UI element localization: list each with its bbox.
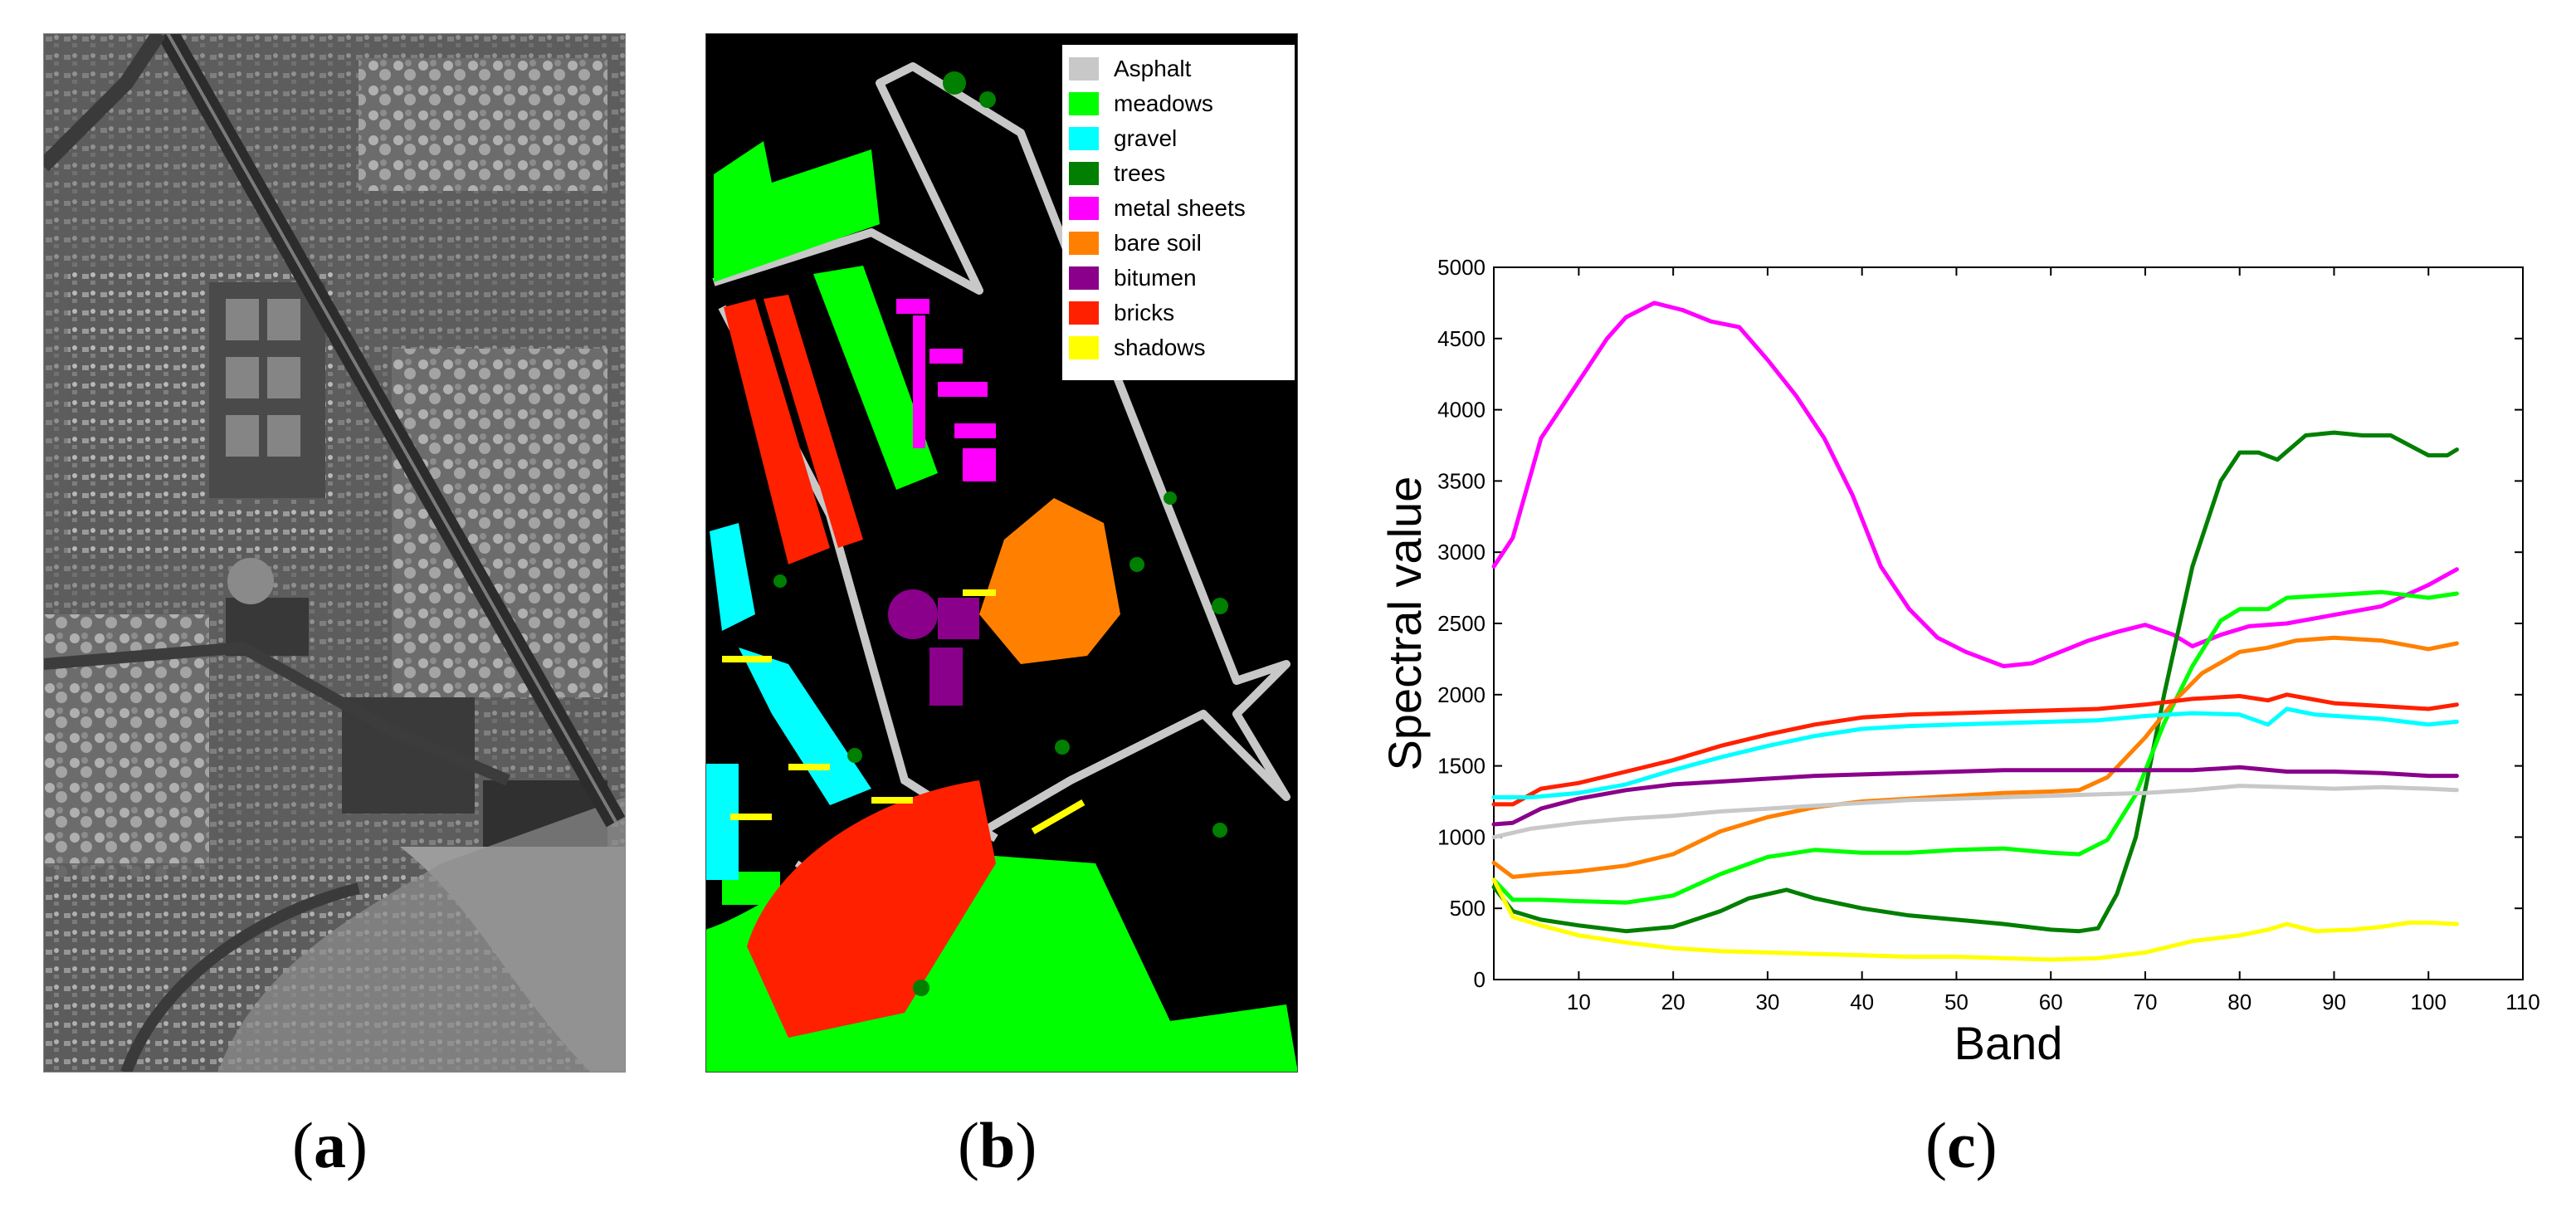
legend-item: shadows — [1069, 334, 1206, 362]
y-tick-label: 1000 — [1437, 824, 1486, 849]
series-line-bare-soil — [1491, 635, 2459, 879]
legend-label: bare soil — [1114, 230, 1202, 256]
class-legend: Asphalt meadows gravel trees metal sheets bar… — [1062, 45, 1295, 380]
y-tick-label: 2000 — [1437, 682, 1486, 707]
series-line-metal-sheets — [1491, 301, 2459, 668]
caption-b: (b) — [958, 1109, 1037, 1181]
caption-c: (c) — [1925, 1109, 1998, 1181]
legend-label: bitumen — [1114, 265, 1197, 291]
legend-label: bricks — [1114, 300, 1175, 325]
legend-item: metal sheets — [1069, 194, 1246, 222]
x-tick-label: 10 — [1567, 990, 1591, 1014]
spectral-line-chart: 10 20 30 40 50 60 70 80 90 100 110 0 500 1000 1500 2000… — [1378, 255, 2540, 1069]
y-tick-label: 0 — [1474, 967, 1486, 992]
aerial-grayscale-image — [37, 27, 627, 1075]
legend-label: meadows — [1114, 90, 1213, 116]
spectral-chart-panel: 10 20 30 40 50 60 70 80 90 100 110 0 500 1000 1500 2000… — [1369, 241, 2548, 1079]
y-tick-label: 4500 — [1437, 326, 1486, 351]
legend-swatch — [1069, 197, 1099, 220]
y-tick-label: 4000 — [1437, 398, 1486, 423]
series-line-meadows — [1491, 589, 2459, 905]
x-tick-label: 100 — [2411, 990, 2447, 1014]
x-tick-label: 50 — [1944, 990, 1969, 1014]
series-line-trees — [1491, 430, 2459, 934]
legend-swatch — [1069, 92, 1099, 115]
plot-area — [1493, 266, 2524, 980]
legend-swatch — [1069, 301, 1099, 325]
y-tick-label: 3500 — [1437, 468, 1486, 493]
series-line-asphalt — [1491, 784, 2459, 839]
legend-item: gravel — [1069, 125, 1177, 153]
y-axis-label: Spectral value — [1378, 476, 1431, 771]
class-map-panel: Asphalt meadows gravel trees metal sheets bar… — [705, 32, 1299, 1073]
y-tick-label: 3000 — [1437, 540, 1486, 564]
legend-label: gravel — [1114, 125, 1178, 151]
x-tick-label: 110 — [2505, 990, 2539, 1014]
caption-a: (a) — [292, 1109, 368, 1181]
x-tick-label: 60 — [2039, 990, 2063, 1014]
y-tick-label: 500 — [1450, 896, 1486, 921]
x-tick-label: 20 — [1661, 990, 1686, 1014]
legend-label: Asphalt — [1114, 56, 1192, 81]
y-tick-label: 1500 — [1437, 754, 1486, 779]
x-tick-label: 70 — [2133, 990, 2157, 1014]
legend-swatch — [1069, 266, 1099, 290]
series-line-gravel — [1491, 706, 2459, 799]
legend-swatch — [1069, 162, 1099, 185]
x-tick-label: 80 — [2227, 990, 2252, 1014]
legend-item: trees — [1069, 159, 1165, 188]
x-tick-label: 90 — [2322, 990, 2346, 1014]
legend-swatch — [1069, 336, 1099, 359]
y-tick-label: 2500 — [1437, 611, 1486, 636]
series-line-shadows — [1491, 877, 2459, 962]
x-axis-label: Band — [1954, 1017, 2063, 1069]
x-tick-label: 30 — [1755, 990, 1779, 1014]
legend-item: bitumen — [1069, 264, 1197, 292]
legend-swatch — [1069, 57, 1099, 81]
series-line-bricks — [1491, 692, 2459, 807]
legend-item: bare soil — [1069, 229, 1202, 257]
legend-item: meadows — [1069, 90, 1213, 118]
y-tick-label: 5000 — [1437, 255, 1486, 280]
legend-label: shadows — [1114, 335, 1206, 360]
legend-swatch — [1069, 232, 1099, 255]
series-line-bitumen — [1491, 765, 2459, 827]
aerial-image-panel — [37, 27, 627, 1075]
legend-swatch — [1069, 127, 1099, 150]
legend-item: Asphalt — [1069, 55, 1191, 83]
legend-label: metal sheets — [1114, 195, 1246, 221]
x-tick-label: 40 — [1850, 990, 1874, 1014]
legend-item: bricks — [1069, 299, 1174, 327]
legend-label: trees — [1114, 160, 1166, 186]
